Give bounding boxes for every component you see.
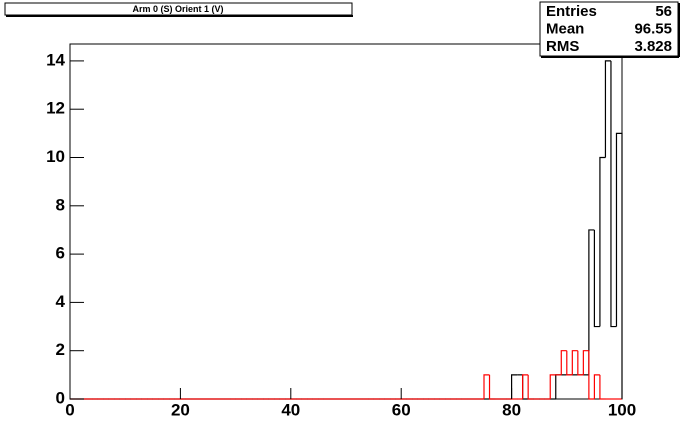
y-tick-label: 4 bbox=[56, 292, 66, 311]
histogram-bin bbox=[610, 60, 617, 328]
y-tick-label: 0 bbox=[56, 388, 65, 407]
histogram-bin bbox=[560, 350, 567, 375]
x-tick-label: 0 bbox=[65, 400, 74, 419]
stat-value: 96.55 bbox=[634, 20, 672, 37]
stat-label: Mean bbox=[546, 20, 584, 37]
y-tick-label: 12 bbox=[46, 99, 65, 118]
histogram-bin bbox=[615, 132, 623, 399]
x-tick-label: 60 bbox=[392, 400, 411, 419]
histogram-bin bbox=[593, 229, 600, 328]
x-tick-label: 80 bbox=[502, 400, 521, 419]
histogram-bin bbox=[582, 350, 589, 375]
histogram-bin bbox=[566, 350, 573, 376]
plot-frame bbox=[69, 43, 623, 400]
y-tick-label: 8 bbox=[56, 195, 65, 214]
y-tick-label: 14 bbox=[46, 50, 65, 69]
stat-value: 56 bbox=[655, 3, 672, 20]
histogram-bin bbox=[588, 229, 595, 375]
x-tick-label: 40 bbox=[281, 400, 300, 419]
histogram-bin bbox=[599, 374, 606, 400]
histogram-bin bbox=[588, 350, 595, 400]
x-tick-label: 100 bbox=[608, 400, 636, 419]
stat-label: Entries bbox=[546, 3, 597, 20]
chart-title: Arm 0 (S) Orient 1 (V) bbox=[132, 4, 223, 14]
histogram-bin bbox=[577, 350, 584, 376]
stat-value: 3.828 bbox=[634, 38, 672, 55]
histogram-bin bbox=[599, 156, 606, 327]
histogram-bin bbox=[483, 374, 490, 399]
histogram-bin bbox=[522, 374, 529, 399]
marks bbox=[70, 60, 623, 400]
stat-label: RMS bbox=[546, 38, 579, 55]
x-tick-label: 20 bbox=[171, 400, 190, 419]
histogram-bin bbox=[527, 374, 534, 400]
histogram-bin bbox=[571, 350, 578, 375]
histogram-bin bbox=[593, 374, 600, 399]
y-tick-label: 2 bbox=[56, 340, 65, 359]
histogram-bin bbox=[604, 60, 611, 158]
y-tick-label: 10 bbox=[46, 147, 65, 166]
stats-box bbox=[539, 1, 679, 57]
y-tick-label: 6 bbox=[56, 244, 65, 263]
histogram-bin bbox=[549, 374, 556, 399]
histogram-bin bbox=[488, 374, 496, 400]
